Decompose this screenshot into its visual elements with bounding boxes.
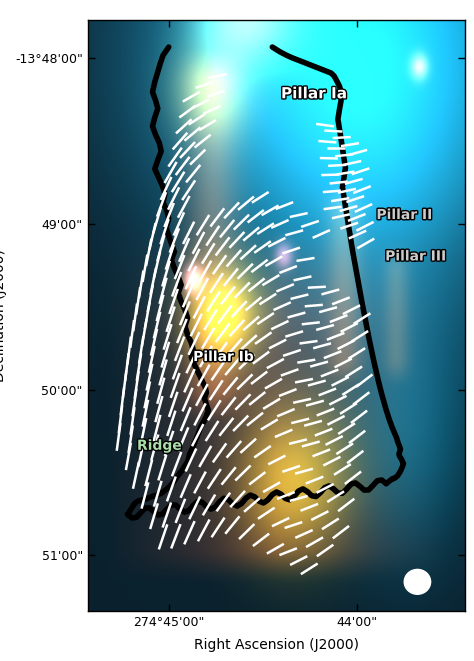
Text: Ridge: Ridge xyxy=(137,439,182,453)
Y-axis label: Declination (J2000): Declination (J2000) xyxy=(0,249,7,382)
X-axis label: Right Ascension (J2000): Right Ascension (J2000) xyxy=(193,638,359,652)
Ellipse shape xyxy=(404,569,430,594)
Text: Pillar Ib: Pillar Ib xyxy=(193,350,254,364)
Text: Pillar II: Pillar II xyxy=(376,208,432,222)
Text: Pillar III: Pillar III xyxy=(385,249,446,264)
Text: Pillar Ia: Pillar Ia xyxy=(281,87,346,101)
